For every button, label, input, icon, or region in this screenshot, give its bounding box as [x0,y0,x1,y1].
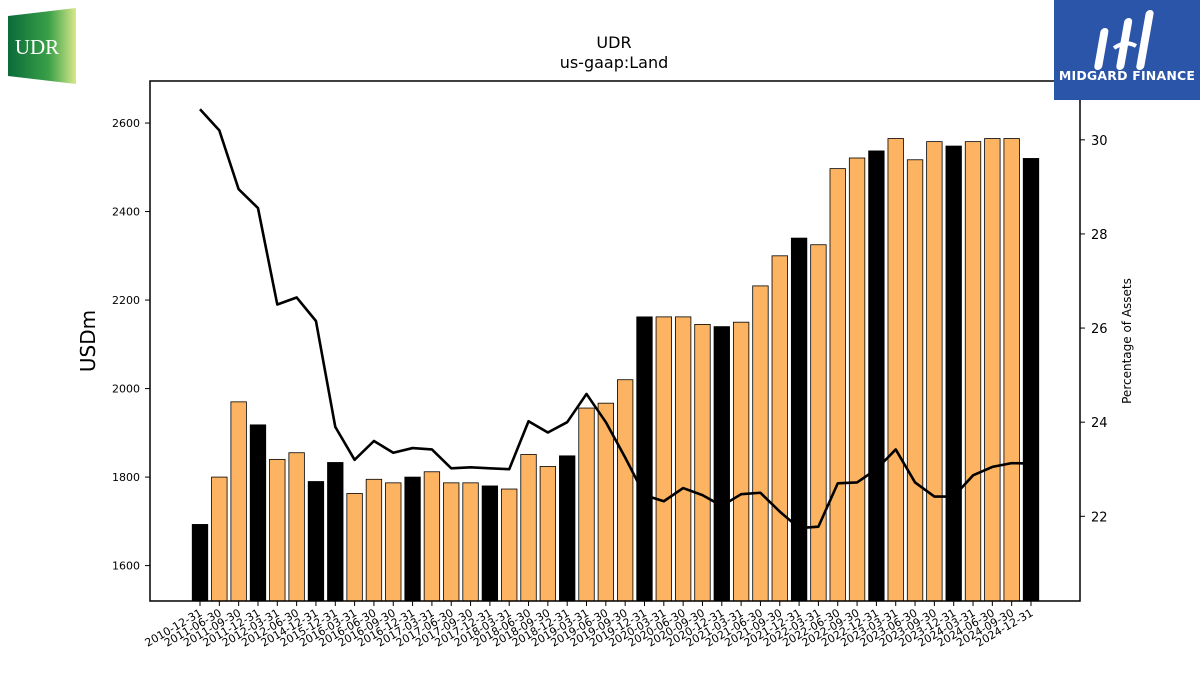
y2-tick-label: 24 [1091,416,1108,431]
y-axis-label: USDm [76,310,100,372]
svg-text:UDR: UDR [15,35,59,59]
bar-series [191,138,1040,602]
bar-2021-06-30 [752,285,769,602]
bar-2021-12-31 [790,237,808,602]
midgard-finance-logo: MIDGARD FINANCE [1054,0,1200,100]
chart-title: UDR [596,33,631,52]
bar-2022-06-30 [829,168,846,602]
bar-2024-12-31 [1022,158,1040,602]
bar-2020-03-31 [655,316,672,602]
bar-2011-09-30 [230,401,247,602]
bar-2014-12-31 [307,481,325,602]
bar-2016-12-31 [404,476,421,602]
y-tick-label: 2400 [112,206,140,219]
bar-2016-06-30 [365,478,383,602]
y-tick-label: 2000 [112,383,140,396]
bar-2024-03-31 [964,141,982,602]
bar-2023-03-31 [887,138,904,602]
bar-2016-09-30 [385,482,402,602]
percentage-of-assets-line [199,108,1032,530]
bar-2019-12-31 [636,316,653,602]
bar-2023-12-31 [945,145,962,602]
line-series [199,108,1032,530]
bar-2022-03-31 [810,244,827,602]
bar-2010-12-31 [191,524,209,602]
bar-2022-12-31 [868,150,885,602]
bar-2018-09-30 [539,466,557,602]
bar-2015-12-31 [327,462,344,602]
bar-2024-09-30 [1003,138,1020,602]
bar-2024-06-30 [984,138,1001,602]
y2-tick-label: 28 [1091,228,1108,243]
bar-2020-06-30 [674,316,692,602]
bar-2021-03-31 [732,321,750,602]
y-tick-label: 2200 [112,294,140,307]
udr-logo: UDR [8,8,78,84]
bar-2019-09-30 [617,379,634,602]
y2-tick-label: 26 [1091,322,1108,337]
y-tick-label: 1600 [112,560,140,573]
bar-2016-03-31 [346,493,363,602]
bar-2020-09-30 [694,323,711,602]
bar-2023-06-30 [906,159,924,602]
bar-2017-09-30 [462,482,479,602]
bar-2023-09-30 [926,141,943,602]
midgard-mark-icon [1094,10,1154,70]
bar-2012-03-31 [269,458,286,602]
plot-frame [149,80,1081,602]
chart-subtitle: us-gaap:Land [560,53,669,72]
bar-2012-06-30 [288,452,305,602]
y2-tick-label: 30 [1091,134,1108,149]
y-tick-label: 1800 [112,471,140,484]
bar-2017-12-31 [481,485,499,602]
bar-2011-12-31 [249,424,267,602]
bar-2011-06-30 [211,476,228,602]
bar-2020-12-31 [713,326,730,602]
bar-2018-06-30 [520,454,537,602]
bar-2017-03-31 [423,471,441,602]
bar-2021-09-30 [771,255,788,602]
y2-axis-label: Percentage of Assets [1120,278,1134,404]
y2-tick-label: 22 [1091,510,1108,525]
midgard-brand-text: MIDGARD FINANCE [1058,68,1196,83]
bar-2018-12-31 [559,455,576,602]
bar-2022-09-30 [848,157,866,602]
bar-2017-06-30 [443,482,460,602]
udr-logo-mark: UDR [8,8,76,84]
y-tick-label: 2600 [112,117,140,130]
bar-2019-03-31 [578,407,595,602]
bar-2018-03-31 [501,488,518,602]
